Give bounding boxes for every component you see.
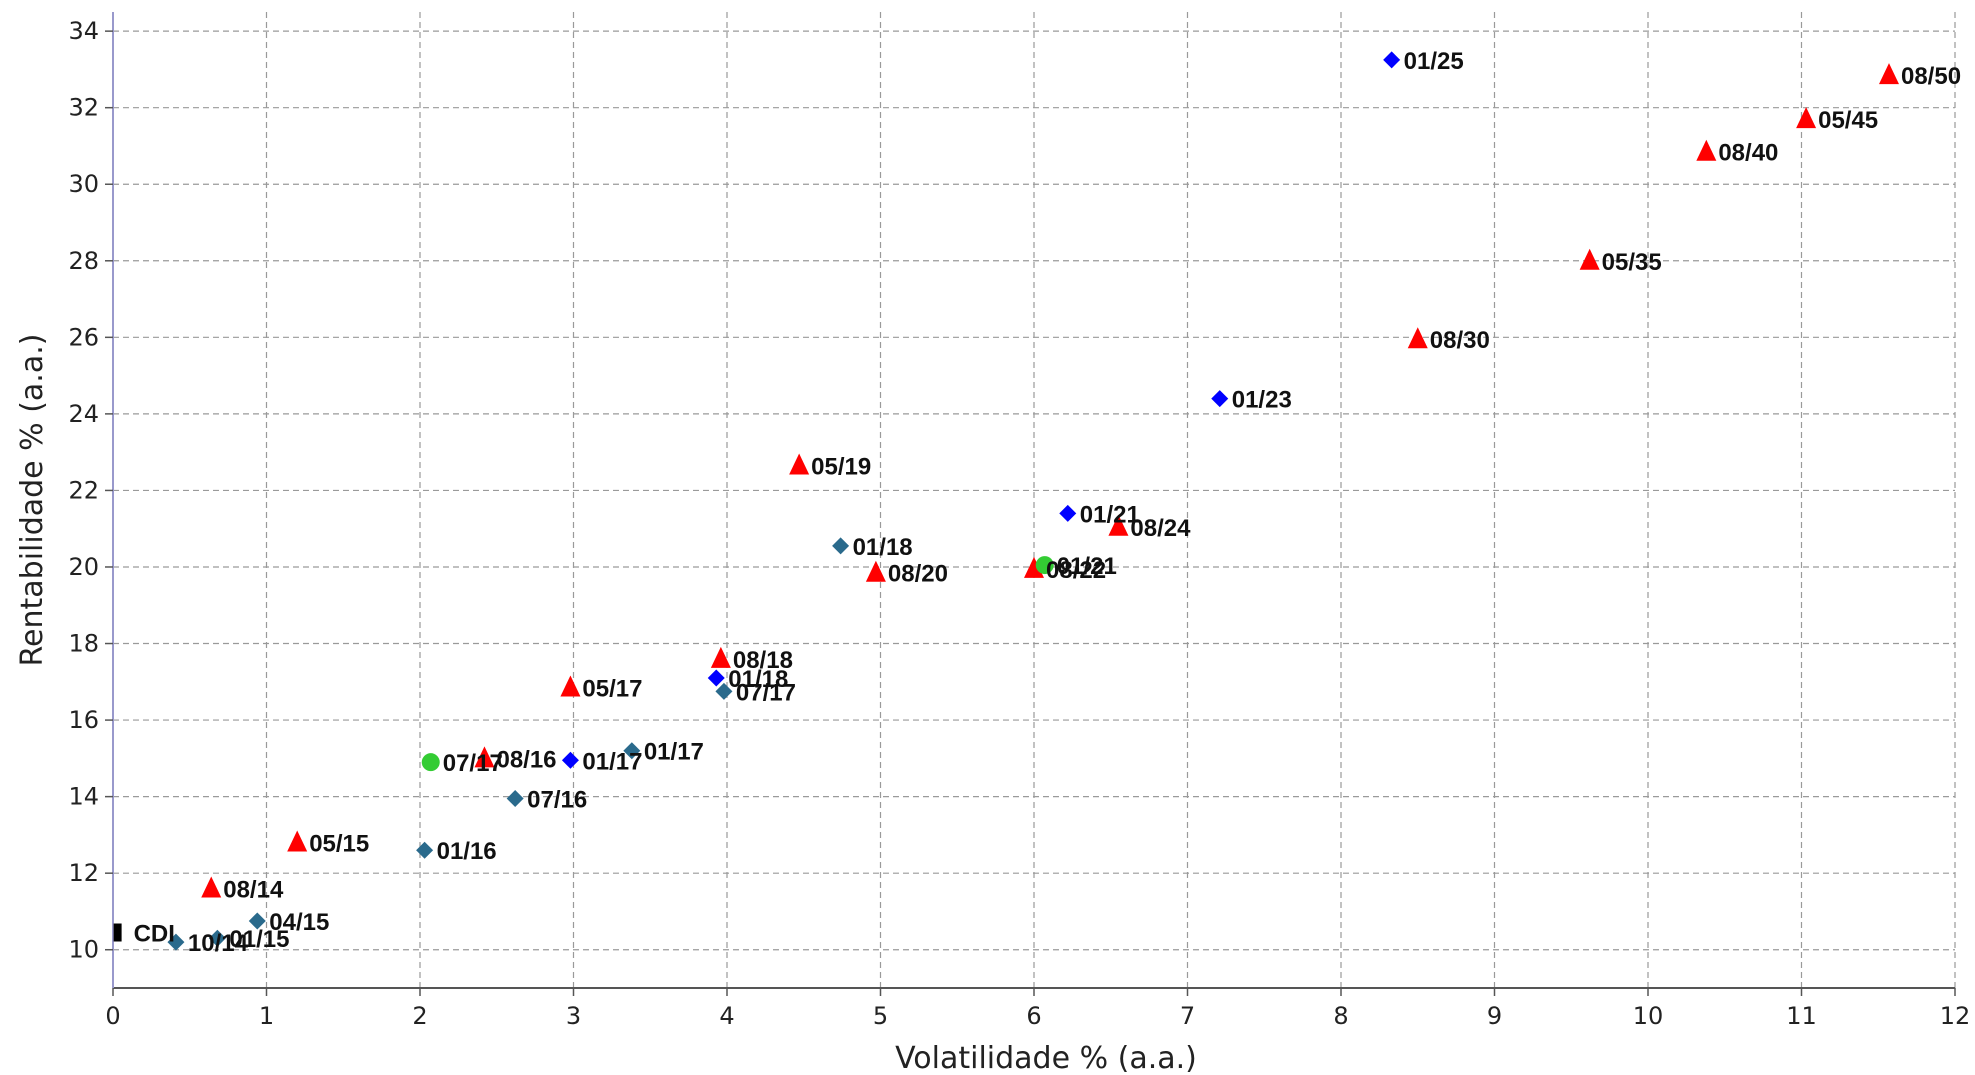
point-label: 05/19 [811,454,871,481]
point-label: 08/40 [1718,140,1778,167]
y-tick-label: 10 [68,936,99,964]
x-axis-title: Volatilidade % (a.a.) [895,1041,1197,1075]
data-point-triangle [287,830,308,852]
point-label: 08/16 [496,746,556,773]
data-point-diamond [167,933,185,951]
x-tick-label: 1 [259,1002,274,1030]
y-tick-label: 26 [68,323,99,351]
data-point-triangle [1878,63,1899,85]
point-label: 01/15 [229,926,289,953]
point-label: 08/22 [1046,557,1106,584]
point-label: 01/18 [853,534,913,561]
point-label: 05/35 [1602,249,1662,276]
point-label: 04/15 [269,909,329,936]
point-label: 01/16 [437,838,497,865]
point-labels: CDI 10/1401/1504/1501/1607/1601/1707/1701… [134,48,1961,957]
y-tick-label: 18 [68,630,99,658]
y-tick-label: 32 [68,94,99,122]
x-tick-label: 2 [412,1002,427,1030]
y-tick-label: 14 [68,783,99,811]
point-label: 05/45 [1818,107,1878,134]
data-point-diamond [1059,504,1077,522]
point-label: 08/24 [1130,515,1191,542]
data-points [113,51,1899,951]
x-tick-label: 8 [1333,1002,1348,1030]
point-label: 08/14 [223,876,284,903]
data-point-triangle [560,675,581,697]
y-tick-label: 34 [68,17,99,45]
point-label: 07/16 [527,787,587,814]
data-point-circle [1035,556,1054,575]
data-point-diamond [416,841,434,859]
point-label: 01/18 [728,666,788,693]
point-label: 08/30 [1430,327,1490,354]
y-tick-label: 12 [68,859,99,887]
point-label: 10/14 [188,930,249,957]
y-axis-title: Rentabilidade % (a.a.) [15,334,50,667]
y-tick-labels: 10 12 14 16 18 20 22 24 26 28 30 32 34 [68,17,113,964]
data-point-circle [421,753,440,772]
x-tick-label: 5 [873,1002,888,1030]
data-point-diamond [1383,51,1401,69]
point-label: 08/20 [888,561,948,588]
point-label: 01/21 [1080,501,1140,528]
x-tick-label: 12 [1940,1002,1971,1030]
data-point-triangle [201,876,222,898]
data-point-triangle [865,560,886,582]
x-tick-label: 0 [105,1002,120,1030]
grid-lines [113,12,1956,988]
point-label: 08/50 [1901,63,1961,90]
x-tick-label: 4 [719,1002,734,1030]
x-tick-label: 3 [566,1002,581,1030]
point-label: 01/17 [582,748,642,775]
point-label: 01/25 [1404,48,1464,75]
point-label: 05/15 [309,831,369,858]
data-point-diamond [715,682,733,700]
point-label: 07/17 [736,679,796,706]
point-label: 07/17 [443,750,503,777]
point-label: 08/18 [733,647,793,674]
data-point-triangle [1407,327,1428,349]
data-point-diamond [707,669,725,687]
data-point-diamond [832,537,850,555]
data-point-triangle [474,746,495,768]
data-point-triangle [1796,107,1817,129]
point-label: 05/17 [582,676,642,703]
point-label: CDI [134,921,175,948]
data-point-diamond [248,912,266,930]
data-point-diamond [623,742,641,760]
data-point-triangle [710,646,731,668]
x-tick-label: 9 [1487,1002,1502,1030]
x-tick-labels: 0 1 2 3 4 5 6 7 8 9 10 11 12 [105,988,1970,1030]
y-tick-label: 22 [68,476,99,504]
data-point-triangle [1696,139,1717,161]
y-tick-label: 28 [68,247,99,275]
data-point-diamond [561,751,579,769]
data-point-diamond [506,790,524,808]
x-tick-label: 7 [1180,1002,1195,1030]
data-point-triangle [1024,556,1044,578]
x-tick-label: 6 [1026,1002,1041,1030]
data-point-square [113,923,122,942]
y-tick-label: 20 [68,553,99,581]
y-tick-label: 16 [68,706,99,734]
point-label: 01/17 [644,739,704,766]
axes [112,12,1955,989]
y-tick-label: 24 [68,400,99,428]
x-tick-label: 10 [1633,1002,1664,1030]
point-label: 01/23 [1232,387,1292,414]
point-label: 01/21 [1057,553,1117,580]
data-point-diamond [208,929,226,947]
data-point-triangle [1579,248,1600,270]
data-point-triangle [789,453,810,475]
y-tick-label: 30 [68,170,99,198]
x-tick-label: 11 [1786,1002,1817,1030]
data-point-diamond [1211,390,1229,408]
data-point-triangle [1108,514,1129,536]
